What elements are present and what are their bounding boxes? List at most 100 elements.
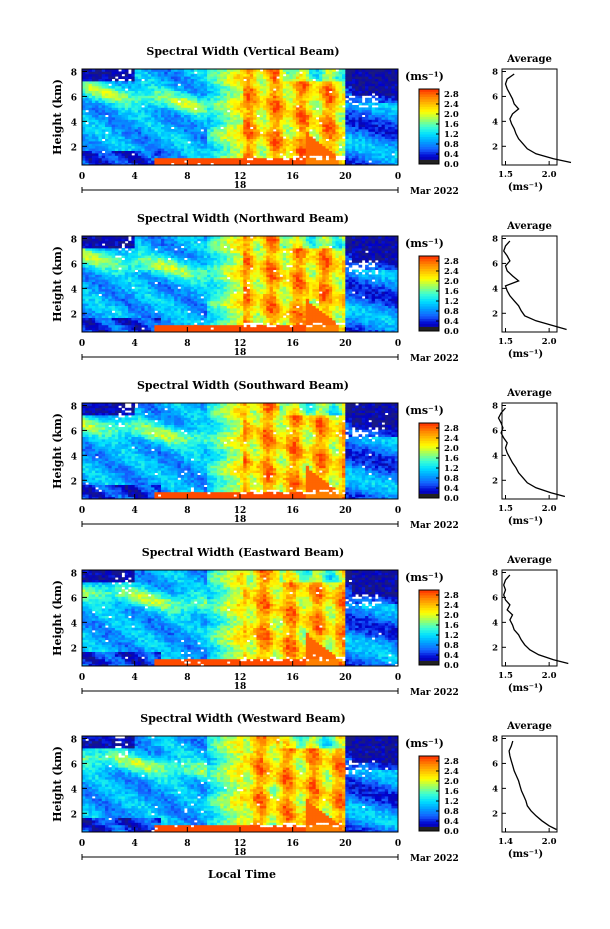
heatmap-cell (141, 134, 145, 137)
heatmap-cell (174, 93, 178, 96)
heatmap-cell (115, 105, 119, 108)
heatmap-cell (82, 112, 86, 115)
heatmap-cell (82, 103, 86, 106)
heatmap-cell (125, 117, 129, 120)
heatmap-cell (128, 141, 132, 144)
heatmap-cell (158, 151, 162, 154)
heatmap-cell (168, 122, 172, 125)
heatmap-cell (128, 127, 132, 130)
heatmap-cell (194, 119, 198, 122)
heatmap-cell (184, 71, 188, 74)
heatmap-cell (197, 76, 201, 79)
heatmap-cell (82, 153, 86, 156)
heatmap-cell (128, 100, 132, 103)
heatmap-cell (194, 103, 198, 106)
heatmap-cell (181, 110, 185, 113)
heatmap-cell (154, 124, 158, 127)
heatmap-cell (131, 88, 135, 91)
heatmap-cell (85, 103, 89, 106)
heatmap-cell (141, 139, 145, 142)
heatmap-cell (125, 112, 129, 115)
heatmap-cell (128, 134, 132, 137)
heatmap-cell (92, 148, 96, 151)
heatmap-cell (141, 124, 145, 127)
heatmap-cell (191, 71, 195, 74)
heatmap-cell (161, 134, 165, 137)
heatmap-cell (89, 103, 93, 106)
heatmap-cell (128, 110, 132, 113)
heatmap-cell (122, 76, 126, 79)
heatmap-cell (201, 136, 205, 139)
heatmap-cell (164, 155, 168, 158)
heatmap-cell (148, 115, 152, 118)
heatmap-cell (154, 83, 158, 86)
heatmap-cell (194, 86, 198, 89)
heatmap-cell (184, 143, 188, 146)
heatmap-cell (122, 115, 126, 118)
heatmap-cell (145, 117, 149, 120)
heatmap-cell (112, 153, 116, 156)
heatmap-cell (89, 93, 93, 96)
heatmap-cell (158, 76, 162, 79)
heatmap-cell (161, 119, 165, 122)
heatmap-cell (98, 86, 102, 89)
heatmap-cell (184, 83, 188, 86)
heatmap-cell (82, 115, 86, 118)
heatmap-cell (145, 88, 149, 91)
heatmap-cell (187, 129, 191, 132)
heatmap-cell (191, 93, 195, 96)
heatmap-cell (197, 129, 201, 132)
heatmap-cell (187, 74, 191, 77)
heatmap-cell (201, 160, 205, 163)
heatmap-cell (92, 124, 96, 127)
heatmap-cell (95, 151, 99, 154)
heatmap-cell (184, 127, 188, 130)
heatmap-cell (154, 119, 158, 122)
heatmap-cell (171, 136, 175, 139)
heatmap-cell (145, 143, 149, 146)
heatmap-cell (102, 100, 106, 103)
heatmap-cell (194, 98, 198, 101)
heatmap-cell (194, 151, 198, 154)
heatmap-cell (125, 81, 129, 84)
heatmap-cell (108, 76, 112, 79)
heatmap-cell (187, 134, 191, 137)
heatmap-cell (141, 98, 145, 101)
heatmap-cell (145, 127, 149, 130)
heatmap-cell (187, 76, 191, 79)
heatmap-cell (118, 81, 122, 84)
heatmap-cell (138, 127, 142, 130)
heatmap-cell (128, 122, 132, 125)
heatmap-cell (148, 155, 152, 158)
heatmap-cell (85, 141, 89, 144)
heatmap-cell (138, 112, 142, 115)
heatmap-cell (191, 88, 195, 91)
heatmap-cell (102, 79, 106, 82)
heatmap-cell (125, 98, 129, 101)
heatmap-cell (174, 91, 178, 94)
heatmap-cell (164, 91, 168, 94)
heatmap-cell (201, 139, 205, 142)
heatmap-cell (171, 86, 175, 89)
heatmap-cell (191, 124, 195, 127)
heatmap-cell (108, 148, 112, 151)
heatmap-cell (171, 155, 175, 158)
heatmap-cell (108, 127, 112, 130)
heatmap-cell (118, 100, 122, 103)
heatmap-cell (108, 151, 112, 154)
heatmap-cell (112, 131, 116, 134)
heatmap-cell (85, 153, 89, 156)
heatmap-cell (105, 107, 109, 110)
heatmap-cell (151, 98, 155, 101)
heatmap-cell (122, 100, 126, 103)
heatmap-cell (135, 79, 139, 82)
heatmap-cell (138, 124, 142, 127)
heatmap-cell (102, 146, 106, 149)
heatmap-cell (197, 115, 201, 118)
heatmap-cell (187, 146, 191, 149)
heatmap-cell (148, 93, 152, 96)
heatmap-cell (151, 158, 155, 161)
heatmap-cell (164, 134, 168, 137)
heatmap-cell (122, 155, 126, 158)
heatmap-cell (89, 151, 93, 154)
